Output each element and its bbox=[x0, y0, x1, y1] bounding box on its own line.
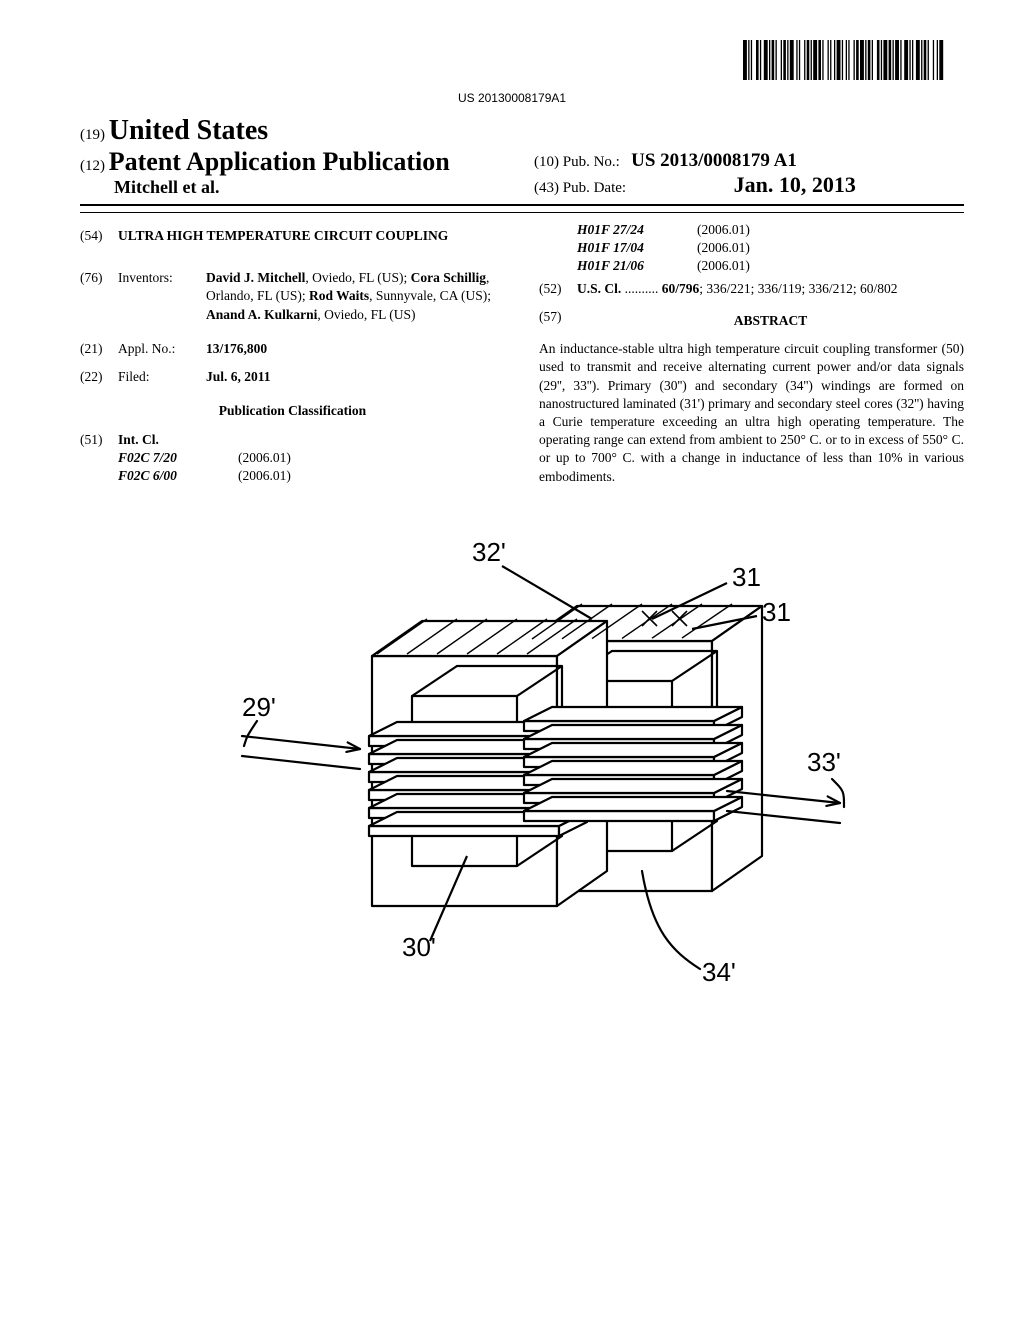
bibliographic-data: (54) ULTRA HIGH TEMPERATURE CIRCUIT COUP… bbox=[80, 221, 964, 491]
inventors-list: David J. Mitchell, Oviedo, FL (US); Cora… bbox=[206, 269, 505, 324]
code-12: (12) bbox=[80, 158, 105, 174]
code-54: (54) bbox=[80, 227, 118, 255]
application-number: 13/176,800 bbox=[206, 340, 267, 358]
inventors-label: Inventors: bbox=[118, 269, 206, 324]
applno-label: Appl. No.: bbox=[118, 340, 206, 358]
code-43: (43) bbox=[534, 180, 559, 196]
document-header: (19) United States (12) Patent Applicati… bbox=[80, 115, 964, 198]
code-76: (76) bbox=[80, 269, 118, 324]
abstract-heading: ABSTRACT bbox=[577, 312, 964, 330]
code-21: (21) bbox=[80, 340, 118, 358]
code-10: (10) bbox=[534, 154, 559, 170]
filed-date: Jul. 6, 2011 bbox=[206, 368, 271, 386]
svg-text:31: 31 bbox=[732, 562, 761, 592]
invention-title: ULTRA HIGH TEMPERATURE CIRCUIT COUPLING bbox=[118, 227, 448, 245]
authors: Mitchell et al. bbox=[114, 177, 219, 197]
figure: 32'313129'33'30'34' bbox=[80, 511, 964, 991]
publication-number: US 2013/0008179 A1 bbox=[631, 150, 797, 171]
publication-classification-heading: Publication Classification bbox=[80, 402, 505, 420]
pubdate-label: Pub. Date: bbox=[563, 180, 626, 196]
filed-label: Filed: bbox=[118, 368, 206, 386]
uscl-rest: ; 336/221; 336/119; 336/212; 60/802 bbox=[699, 281, 897, 296]
code-57: (57) bbox=[539, 308, 577, 334]
svg-text:31: 31 bbox=[762, 597, 791, 627]
code-19: (19) bbox=[80, 127, 105, 143]
intcl-label: Int. Cl. bbox=[118, 431, 291, 449]
barcode-number: US 20130008179A1 bbox=[80, 91, 944, 105]
code-51: (51) bbox=[80, 431, 118, 486]
code-22: (22) bbox=[80, 368, 118, 386]
publication-date: Jan. 10, 2013 bbox=[734, 172, 856, 197]
svg-text:34': 34' bbox=[702, 957, 736, 987]
uscl-dots: .......... bbox=[625, 281, 662, 296]
barcode bbox=[743, 40, 944, 89]
divider bbox=[80, 204, 964, 206]
country: United States bbox=[109, 115, 268, 146]
publication-type: Patent Application Publication bbox=[109, 147, 450, 176]
uscl-lead: 60/796 bbox=[662, 281, 700, 296]
left-column: (54) ULTRA HIGH TEMPERATURE CIRCUIT COUP… bbox=[80, 221, 505, 491]
svg-text:29': 29' bbox=[242, 692, 276, 722]
intcl-continuation: H01F 27/24(2006.01)H01F 17/04(2006.01)H0… bbox=[577, 221, 964, 276]
divider bbox=[80, 212, 964, 213]
pubno-label: Pub. No.: bbox=[563, 154, 620, 170]
svg-text:33': 33' bbox=[807, 747, 841, 777]
code-52: (52) bbox=[539, 280, 577, 298]
barcode-block: US 20130008179A1 bbox=[80, 40, 964, 105]
uscl-label: U.S. Cl. bbox=[577, 281, 621, 296]
right-column: H01F 27/24(2006.01)H01F 17/04(2006.01)H0… bbox=[539, 221, 964, 491]
svg-text:32': 32' bbox=[472, 537, 506, 567]
abstract-text: An inductance-stable ultra high temperat… bbox=[539, 340, 964, 486]
intcl-list: F02C 7/20(2006.01)F02C 6/00(2006.01) bbox=[118, 449, 291, 485]
